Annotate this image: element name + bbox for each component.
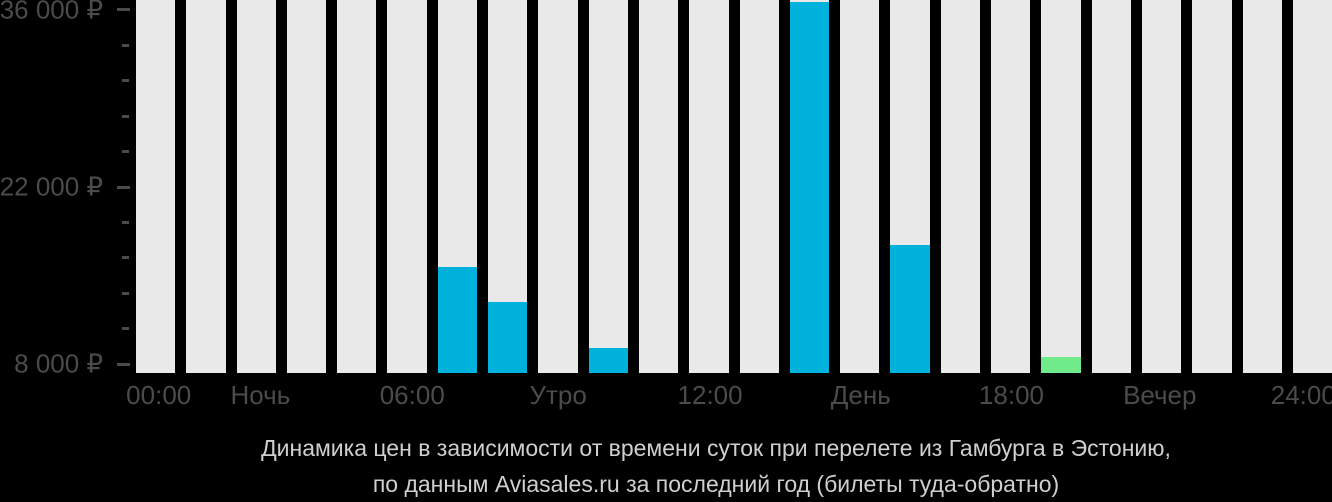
- hour-column-6[interactable]: [437, 0, 478, 373]
- x-axis: 00:00 Ночь 06:00 Утро 12:00 День 18:00 Вечер 24:…: [126, 378, 1332, 414]
- hour-column-10[interactable]: [638, 0, 679, 373]
- hour-column-18[interactable]: [1041, 0, 1081, 373]
- hour-column-23[interactable]: [1292, 0, 1332, 373]
- hour-column-19[interactable]: [1091, 0, 1131, 373]
- hour-column-4[interactable]: [337, 0, 377, 373]
- hour-column-1[interactable]: [186, 0, 226, 373]
- x-axis-label-24-00: 24:00: [1270, 380, 1332, 410]
- hour-column-11[interactable]: [689, 0, 729, 373]
- y-minor-tick: [122, 327, 129, 331]
- y-minor-tick: [122, 150, 129, 154]
- y-major-tick: [117, 185, 130, 189]
- hour-column-21[interactable]: [1192, 0, 1232, 373]
- hour-column-20[interactable]: [1141, 0, 1182, 373]
- y-major-tick: [117, 362, 130, 366]
- price-bar-hour-6[interactable]: [437, 266, 478, 373]
- hour-column-13[interactable]: [789, 0, 830, 373]
- hour-column-12[interactable]: [739, 0, 779, 373]
- price-bar-hour-9[interactable]: [588, 347, 628, 373]
- hour-column-3[interactable]: [286, 0, 327, 373]
- x-axis-label-06-00: 06:00: [379, 380, 445, 410]
- price-bar-hour-18[interactable]: [1041, 356, 1081, 373]
- hour-column-16[interactable]: [940, 0, 981, 373]
- y-minor-tick: [122, 114, 129, 118]
- hour-column-22[interactable]: [1242, 0, 1282, 373]
- caption-line-1: Динамика цен в зависимости от времени су…: [261, 435, 1171, 461]
- chart-caption: Динамика цен в зависимости от времени су…: [100, 430, 1332, 502]
- y-minor-tick: [122, 220, 129, 224]
- hour-column-15[interactable]: [890, 0, 930, 373]
- hour-column-9[interactable]: [588, 0, 628, 373]
- x-axis-label-Вечер: Вечер: [1123, 380, 1197, 410]
- y-axis: 36 000 ₽ 22 000 ₽ 8 000 ₽: [0, 0, 136, 379]
- price-bar-hour-15[interactable]: [890, 245, 930, 373]
- y-minor-tick: [122, 256, 129, 260]
- hour-column-5[interactable]: [387, 0, 427, 373]
- price-bar-hour-13[interactable]: [789, 2, 830, 373]
- hour-column-2[interactable]: [236, 0, 276, 373]
- y-minor-tick: [122, 291, 129, 295]
- price-bar-hour-7[interactable]: [488, 302, 528, 373]
- x-axis-label-18-00: 18:00: [978, 380, 1045, 410]
- y-minor-tick: [122, 79, 129, 83]
- plot-area: [136, 0, 1332, 373]
- caption-line-2: по данным Aviasales.ru за последний год …: [372, 471, 1060, 497]
- hour-column-17[interactable]: [991, 0, 1031, 373]
- x-axis-label-День: День: [830, 380, 891, 410]
- y-tick-label: 22 000 ₽: [0, 171, 103, 202]
- y-major-tick: [117, 8, 130, 12]
- hour-column-8[interactable]: [538, 0, 578, 373]
- x-axis-label-Утро: Утро: [529, 380, 587, 410]
- y-tick-label: 8 000 ₽: [14, 348, 103, 379]
- hour-column-14[interactable]: [840, 0, 880, 373]
- x-axis-label-Ночь: Ночь: [230, 380, 291, 410]
- hour-column-0[interactable]: [136, 0, 176, 373]
- hour-column-7[interactable]: [488, 0, 528, 373]
- x-axis-label-00-00: 00:00: [126, 380, 192, 410]
- y-tick-label: 36 000 ₽: [0, 0, 103, 25]
- y-minor-tick: [122, 43, 129, 47]
- x-axis-label-12-00: 12:00: [677, 380, 743, 410]
